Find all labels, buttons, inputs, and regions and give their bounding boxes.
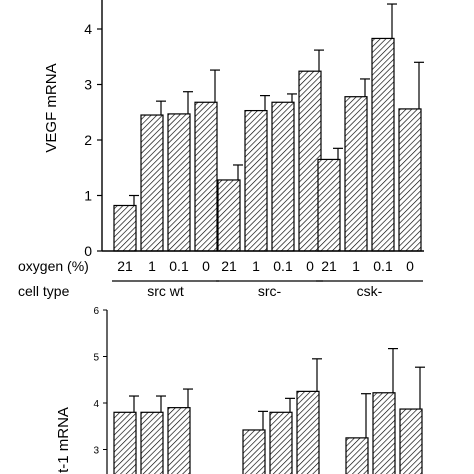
second-bar bbox=[167, 407, 191, 474]
oxygen-tick-label: 21 bbox=[117, 258, 133, 274]
second-bars bbox=[113, 347, 425, 474]
vegf-bar bbox=[271, 101, 295, 252]
oxygen-tick-label: 0.1 bbox=[169, 258, 189, 274]
vegf-bar bbox=[140, 114, 164, 252]
oxygen-tick-label: 1 bbox=[148, 258, 156, 274]
oxygen-tick-label: 21 bbox=[221, 258, 237, 274]
oxygen-tick-label: 0.1 bbox=[273, 258, 293, 274]
vegf-y-axis-label: VEGF mRNA bbox=[43, 63, 60, 152]
oxygen-tick-label: 0 bbox=[306, 258, 314, 274]
second-bar bbox=[269, 411, 293, 474]
second-bar bbox=[345, 437, 369, 474]
second-bar bbox=[296, 390, 320, 474]
vegf-bar bbox=[244, 109, 268, 252]
second-bar bbox=[140, 411, 164, 474]
second-y-tick-label: 4 bbox=[93, 399, 99, 410]
vegf-y-tick-label: 0 bbox=[84, 243, 92, 259]
oxygen-tick-label: 0 bbox=[202, 258, 210, 274]
oxygen-row-label: oxygen (%) bbox=[18, 258, 89, 274]
oxygen-tick-label: 21 bbox=[321, 258, 337, 274]
second-y-axis: 3 4 5 6 bbox=[93, 306, 108, 474]
vegf-bar bbox=[344, 96, 368, 252]
oxygen-tick-label: 0 bbox=[406, 258, 414, 274]
vegf-bar bbox=[194, 101, 218, 252]
second-bar bbox=[242, 429, 266, 474]
vegf-oxygen-labels: 21 1 0.1 0 21 1 0.1 0 21 1 0.1 0 bbox=[117, 258, 414, 274]
vegf-y-tick-label: 1 bbox=[84, 188, 92, 204]
vegf-bar bbox=[113, 204, 137, 252]
oxygen-tick-label: 1 bbox=[252, 258, 260, 274]
vegf-chart: VEGF mRNA 0 1 2 3 4 21 1 0.1 0 21 1 0.1 0 21 1 0.1 0 ox… bbox=[18, 0, 424, 299]
oxygen-tick-label: 0.1 bbox=[373, 258, 393, 274]
second-bar bbox=[113, 411, 137, 474]
second-y-axis-label: t-1 mRNA bbox=[55, 407, 72, 473]
vegf-cell-type-labels: src wt src-csk- bbox=[112, 280, 423, 299]
second-y-tick-label: 6 bbox=[93, 306, 99, 317]
second-bar bbox=[372, 392, 396, 474]
cell-type-label: src- bbox=[258, 283, 282, 299]
vegf-bar bbox=[217, 179, 241, 252]
vegf-y-tick-label: 2 bbox=[84, 132, 92, 148]
vegf-bar bbox=[167, 113, 191, 252]
vegf-bars bbox=[102, 3, 424, 252]
cell-type-row-label: cell type bbox=[18, 283, 70, 299]
second-chart: t-1 mRNA 3 4 5 6 bbox=[55, 306, 425, 474]
vegf-y-tick-label: 3 bbox=[84, 77, 92, 93]
cell-type-label: src wt bbox=[147, 283, 184, 299]
second-y-tick-label: 3 bbox=[93, 446, 99, 457]
vegf-bar bbox=[317, 158, 341, 252]
second-y-tick-label: 5 bbox=[93, 353, 99, 364]
second-bar bbox=[399, 408, 423, 474]
cell-type-label: csk- bbox=[357, 283, 383, 299]
vegf-bar bbox=[371, 37, 395, 252]
vegf-y-axis: 0 1 2 3 4 bbox=[84, 0, 103, 259]
oxygen-tick-label: 1 bbox=[352, 258, 360, 274]
vegf-bar bbox=[398, 108, 422, 252]
vegf-y-tick-label: 4 bbox=[84, 21, 92, 37]
